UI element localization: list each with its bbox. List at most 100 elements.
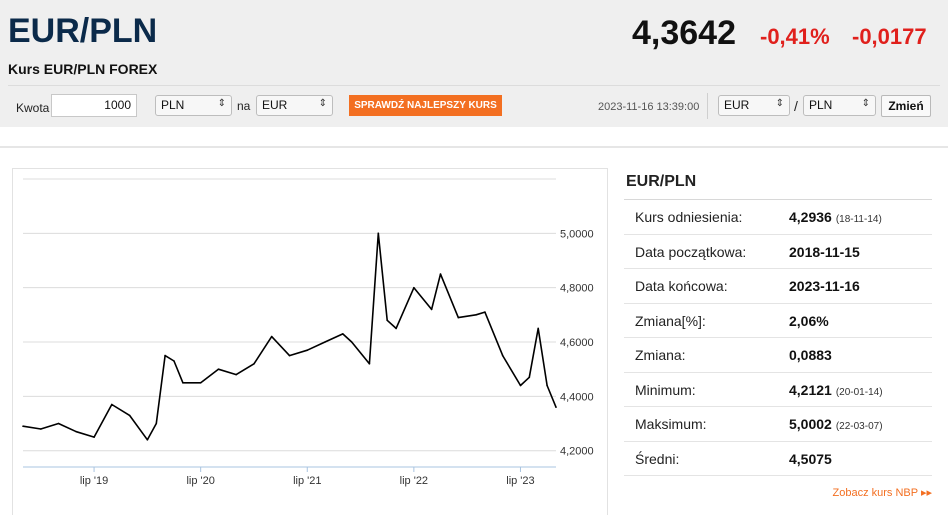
pair-to-select[interactable]: PLN ⇕ (803, 95, 876, 116)
data-point (475, 314, 477, 316)
change-pair-button[interactable]: Zmień (881, 95, 931, 117)
stats-label: Kurs odniesienia: (635, 209, 743, 225)
x-tick-label: lip '19 (80, 475, 108, 487)
stats-value-text: 5,0002 (789, 416, 832, 432)
stats-label: Data końcowa: (635, 278, 728, 294)
stats-row: Minimum: 4,2121 (20-01-14) (624, 373, 932, 407)
pair-from-select[interactable]: EUR ⇕ (718, 95, 790, 116)
stats-label: Zmiana: (635, 347, 686, 363)
from-currency-select[interactable]: PLN ⇕ (155, 95, 232, 116)
data-point (484, 311, 486, 313)
chart-container: 4,2000 4,4000 4,6000 4,8000 5,0000 lip '19 lip… (12, 168, 608, 515)
data-point (368, 363, 371, 365)
stats-row: Data końcowa: 2023-11-16 (624, 269, 932, 304)
data-point (501, 354, 504, 357)
select-arrows-icon: ⇕ (775, 98, 784, 109)
stats-row: Maksimum: 5,0002 (22-03-07) (624, 407, 932, 442)
stats-rows: Kurs odniesienia: 4,2936 (18-11-14) Data po… (624, 200, 932, 476)
stats-date: (22-03-07) (835, 421, 883, 432)
content-panel (0, 146, 948, 515)
stats-row: Średni: 4,5075 (624, 442, 932, 476)
data-point (288, 354, 291, 357)
stats-label: Maksimum: (635, 416, 707, 432)
y-tick-label: 4,4000 (560, 391, 594, 403)
data-point (111, 403, 113, 406)
stats-row: Kurs odniesienia: 4,2936 (18-11-14) (624, 200, 932, 235)
data-point (457, 316, 460, 319)
data-point (350, 341, 353, 343)
stats-label: Minimum: (635, 381, 696, 398)
amount-input[interactable]: 1000 (51, 94, 137, 117)
data-point (528, 376, 531, 379)
from-currency-value: PLN (161, 98, 185, 112)
data-point (199, 382, 202, 384)
stats-label: Data początkowa: (635, 243, 747, 260)
pair-from-value: EUR (724, 98, 750, 112)
data-point (430, 308, 433, 311)
select-arrows-icon: ⇕ (318, 98, 327, 109)
stats-value-text: 4,2121 (789, 381, 832, 398)
y-tick-label: 4,8000 (560, 283, 594, 295)
data-point (235, 373, 237, 376)
pair-subtitle: Kurs EUR/PLN FOREX (8, 61, 158, 77)
data-point (324, 341, 326, 343)
data-point (217, 368, 220, 370)
stats-value-text: 2023-11-16 (789, 278, 860, 294)
data-point (93, 436, 95, 438)
to-label: na (237, 99, 251, 113)
data-point (146, 439, 149, 441)
quote-header: EUR/PLN Kurs EUR/PLN FOREX 4,3642 -0,41%… (0, 0, 948, 127)
to-currency-select[interactable]: EUR ⇕ (256, 95, 333, 116)
stats-value-text: 2,06% (789, 312, 829, 329)
stats-panel: EUR/PLN Kurs odniesienia: 4,2936 (18-11-14… (624, 165, 932, 476)
check-best-rate-button[interactable]: SPRAWDŹ NAJLEPSZY KURS (349, 95, 502, 116)
select-arrows-icon: ⇕ (861, 98, 870, 109)
stats-value: 4,5075 (789, 451, 832, 467)
toolbar-separator (707, 93, 708, 119)
data-point (377, 232, 380, 235)
stats-row: Data początkowa: 2018-11-15 (624, 235, 932, 269)
stats-row: Zmiana[%]: 2,06% (624, 304, 932, 338)
stats-row: Zmiana: 0,0883 (624, 338, 932, 373)
stats-value-text: 4,2936 (789, 209, 832, 225)
stats-label: Średni: (635, 450, 680, 467)
amount-label: Kwota (16, 101, 50, 115)
stats-value: 4,2121 (20-01-14) (789, 382, 883, 398)
data-point (253, 363, 255, 365)
data-point (395, 327, 397, 330)
select-arrows-icon: ⇕ (217, 98, 226, 109)
stats-value-text: 0,0883 (789, 347, 832, 363)
stats-date: (20-01-14) (835, 386, 883, 398)
stats-value: 5,0002 (22-03-07) (789, 416, 883, 432)
stats-value: 2018-11-15 (789, 244, 860, 260)
data-point (555, 406, 557, 408)
stats-value: 0,0883 (789, 347, 832, 363)
data-point (75, 430, 78, 433)
data-point (173, 360, 175, 362)
to-currency-value: EUR (262, 98, 288, 112)
x-tick-label: lip '23 (506, 475, 534, 487)
change-percent: -0,41% (760, 24, 830, 49)
y-tick-label: 4,2000 (560, 446, 594, 458)
data-point (342, 333, 344, 335)
data-point (270, 335, 273, 338)
data-point (439, 273, 442, 275)
data-point (22, 425, 24, 428)
stats-value-text: 4,5075 (789, 450, 832, 467)
stats-label: Zmiana[%]: (635, 312, 706, 329)
data-point (519, 384, 522, 387)
pair-title: EUR/PLN (8, 12, 158, 50)
current-rate: 4,3642 (632, 14, 736, 52)
stats-value: 4,2936 (18-11-14) (789, 209, 882, 225)
data-point (306, 349, 309, 351)
nbp-rate-link[interactable]: Zobacz kurs NBP ▸▸ (832, 487, 932, 499)
y-tick-label: 4,6000 (560, 337, 594, 349)
data-point (537, 327, 539, 330)
x-tick-label: lip '21 (293, 475, 321, 487)
data-point (40, 428, 42, 430)
rate-chart: 4,2000 4,4000 4,6000 4,8000 5,0000 lip '19 lip… (22, 178, 594, 487)
x-tick-label: lip '20 (186, 475, 214, 487)
data-point (155, 422, 158, 425)
series-line (22, 232, 557, 441)
data-point (413, 286, 415, 289)
